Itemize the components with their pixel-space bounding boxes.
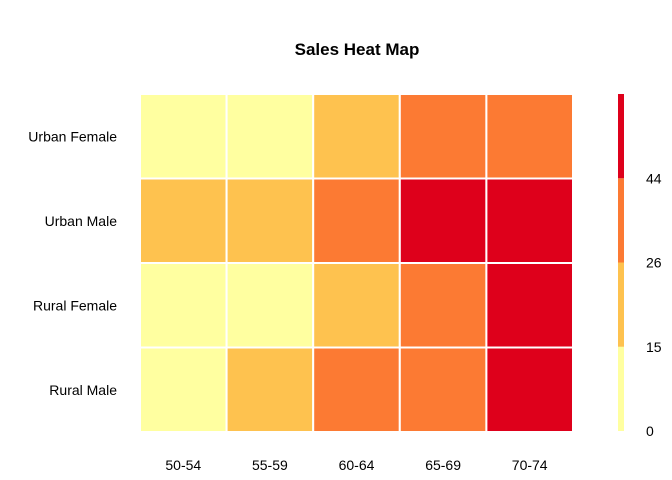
y-tick-label: Urban Female	[28, 128, 117, 144]
y-tick-label: Rural Female	[33, 297, 117, 313]
heatmap-cell	[225, 177, 315, 264]
x-tick-label: 55-59	[252, 457, 288, 473]
heatmap-cells	[139, 93, 574, 433]
heatmap-cell	[225, 346, 315, 433]
heatmap-cell	[485, 346, 574, 433]
y-axis-labels: Urban Female Urban Male Rural Female Rural …	[28, 128, 117, 398]
heatmap-cell	[312, 93, 401, 180]
x-tick-label: 70-74	[512, 457, 548, 473]
heatmap-cell	[398, 177, 488, 264]
heatmap-cell	[485, 177, 574, 264]
x-tick-label: 60-64	[339, 457, 375, 473]
legend-tick-label: 26	[646, 255, 662, 271]
heatmap-cell	[398, 346, 488, 433]
color-legend: 0 15 26 44	[618, 94, 662, 439]
x-tick-label: 50-54	[165, 457, 201, 473]
heatmap-cell	[398, 93, 488, 180]
y-tick-label: Rural Male	[49, 382, 117, 398]
heatmap-cell	[139, 93, 228, 180]
legend-tick-label: 44	[646, 170, 662, 186]
heatmap-cell	[312, 346, 401, 433]
heatmap-cell	[225, 262, 315, 349]
legend-color-band	[618, 346, 624, 431]
legend-color-band	[618, 262, 624, 347]
legend-tick-label: 0	[646, 423, 654, 439]
y-tick-label: Urban Male	[45, 213, 118, 229]
heatmap-cell	[312, 262, 401, 349]
heatmap-cell	[139, 346, 228, 433]
x-tick-label: 65-69	[425, 457, 461, 473]
heatmap-cell	[485, 93, 574, 180]
x-axis-labels: 50-54 55-59 60-64 65-69 70-74	[165, 457, 547, 473]
heatmap-cell	[225, 93, 315, 180]
legend-tick-label: 15	[646, 339, 662, 355]
heatmap-cell	[139, 262, 228, 349]
heatmap-cell	[485, 262, 574, 349]
chart-title: Sales Heat Map	[295, 40, 420, 59]
heatmap-cell	[139, 177, 228, 264]
heatmap-cell	[398, 262, 488, 349]
legend-color-band	[618, 94, 624, 179]
heatmap-cell	[312, 177, 401, 264]
legend-color-band	[618, 178, 624, 263]
